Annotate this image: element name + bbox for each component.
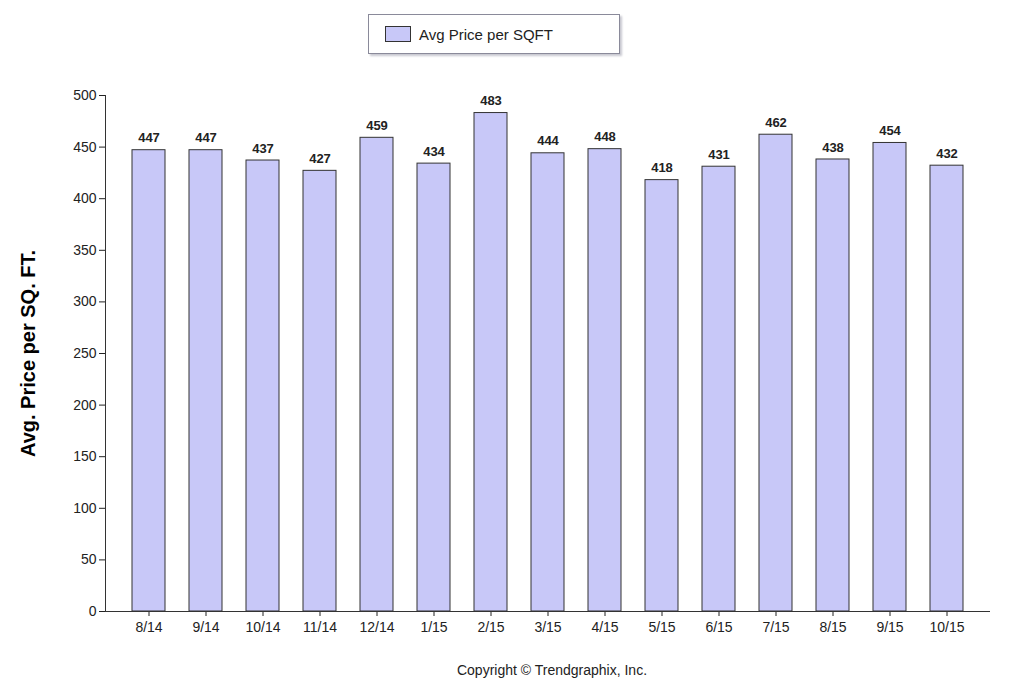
svg-text:431: 431 — [708, 147, 730, 162]
svg-text:444: 444 — [537, 133, 559, 148]
svg-text:4/15: 4/15 — [591, 619, 618, 635]
svg-text:483: 483 — [480, 93, 502, 108]
svg-text:11/14: 11/14 — [303, 619, 337, 635]
svg-text:427: 427 — [309, 151, 331, 166]
svg-text:300: 300 — [73, 293, 97, 309]
svg-text:432: 432 — [936, 146, 958, 161]
svg-text:Avg. Price per SQ. FT.: Avg. Price per SQ. FT. — [17, 250, 39, 457]
html-text:Avg Price per SQFT: Avg Price per SQFT — [419, 25, 553, 43]
svg-text:434: 434 — [423, 144, 445, 159]
svg-text:459: 459 — [366, 118, 388, 133]
svg-text:9/14: 9/14 — [192, 619, 219, 635]
svg-text:50: 50 — [81, 551, 97, 567]
svg-text:450: 450 — [73, 139, 97, 155]
svg-text:10/15: 10/15 — [929, 619, 964, 635]
svg-text:454: 454 — [879, 123, 901, 138]
svg-text:8/15: 8/15 — [819, 619, 846, 635]
svg-text:100: 100 — [73, 500, 97, 516]
svg-text:250: 250 — [73, 345, 97, 361]
svg-text:5/15: 5/15 — [648, 619, 675, 635]
svg-text:9/15: 9/15 — [876, 619, 903, 635]
svg-text:8/14: 8/14 — [135, 619, 162, 635]
svg-text:418: 418 — [651, 160, 673, 175]
svg-text:10/14: 10/14 — [245, 619, 280, 635]
svg-text:3/15: 3/15 — [534, 619, 561, 635]
svg-text:2/15: 2/15 — [477, 619, 504, 635]
svg-text:350: 350 — [73, 242, 97, 258]
html-text:Copyright © Trendgraphix, Inc.: Copyright © Trendgraphix, Inc. — [457, 662, 647, 678]
svg-text:447: 447 — [195, 130, 217, 145]
svg-text:200: 200 — [73, 397, 97, 413]
svg-text:500: 500 — [73, 87, 97, 103]
svg-text:150: 150 — [73, 448, 97, 464]
svg-text:448: 448 — [594, 129, 616, 144]
svg-text:400: 400 — [73, 190, 97, 206]
svg-text:437: 437 — [252, 141, 274, 156]
svg-text:1/15: 1/15 — [420, 619, 447, 635]
svg-text:6/15: 6/15 — [705, 619, 732, 635]
svg-text:462: 462 — [765, 115, 787, 130]
svg-text:447: 447 — [138, 130, 160, 145]
svg-text:438: 438 — [822, 140, 844, 155]
svg-text:0: 0 — [89, 603, 97, 619]
svg-text:7/15: 7/15 — [762, 619, 789, 635]
svg-text:12/14: 12/14 — [359, 619, 394, 635]
